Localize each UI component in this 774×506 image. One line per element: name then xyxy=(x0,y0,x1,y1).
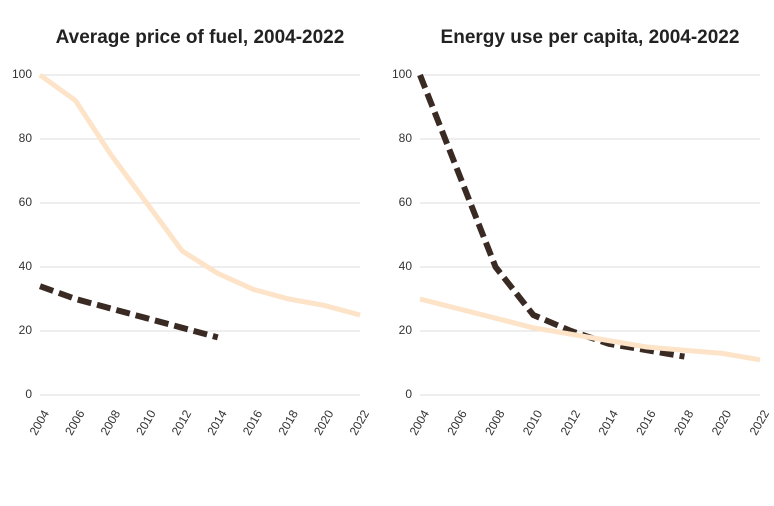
x-tick-label: 2016 xyxy=(633,407,659,437)
x-tick-label: 2004 xyxy=(27,407,53,437)
y-tick-label: 40 xyxy=(399,259,413,273)
chart-title: Energy use per capita, 2004-2022 xyxy=(441,27,740,48)
y-tick-label: 20 xyxy=(19,323,33,337)
x-tick-label: 2006 xyxy=(62,407,88,437)
x-tick-label: 2020 xyxy=(709,407,735,437)
x-tick-label: 2022 xyxy=(747,407,773,437)
chart-title: Average price of fuel, 2004-2022 xyxy=(56,27,345,48)
x-tick-label: 2022 xyxy=(347,407,373,437)
x-tick-label: 2010 xyxy=(520,407,546,437)
y-tick-label: 60 xyxy=(19,195,33,209)
x-tick-label: 2018 xyxy=(275,407,301,437)
y-tick-label: 0 xyxy=(25,387,32,401)
x-tick-label: 2016 xyxy=(240,407,266,437)
y-tick-label: 60 xyxy=(399,195,413,209)
x-tick-label: 2014 xyxy=(204,407,230,437)
line-series xyxy=(419,296,761,363)
x-tick-label: 2004 xyxy=(407,407,433,437)
line-series xyxy=(38,72,361,318)
y-tick-label: 80 xyxy=(19,131,33,145)
x-tick-label: 2012 xyxy=(169,407,195,437)
x-tick-label: 2012 xyxy=(558,407,584,437)
x-tick-label: 2008 xyxy=(98,407,124,437)
x-tick-label: 2020 xyxy=(311,407,337,437)
y-tick-label: 20 xyxy=(399,323,413,337)
line-series xyxy=(417,73,685,360)
y-tick-label: 0 xyxy=(405,387,412,401)
x-tick-label: 2006 xyxy=(444,407,470,437)
x-tick-label: 2008 xyxy=(482,407,508,437)
y-tick-label: 80 xyxy=(399,131,413,145)
x-tick-label: 2018 xyxy=(671,407,697,437)
y-tick-label: 100 xyxy=(12,67,32,81)
y-tick-label: 100 xyxy=(392,67,412,81)
x-tick-label: 2014 xyxy=(595,407,621,437)
line-series xyxy=(38,283,219,341)
y-tick-label: 40 xyxy=(19,259,33,273)
x-tick-label: 2010 xyxy=(133,407,159,437)
